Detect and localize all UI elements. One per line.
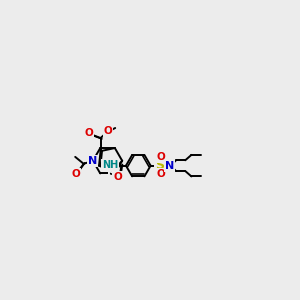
Text: O: O	[156, 169, 165, 179]
Text: O: O	[104, 126, 112, 136]
Text: S: S	[109, 166, 117, 178]
Text: O: O	[156, 152, 165, 162]
Text: NH: NH	[102, 160, 118, 170]
Text: O: O	[72, 169, 80, 179]
Text: N: N	[88, 156, 98, 166]
Text: O: O	[113, 172, 122, 182]
Text: S: S	[155, 159, 164, 172]
Text: O: O	[85, 128, 93, 138]
Text: N: N	[165, 161, 175, 171]
